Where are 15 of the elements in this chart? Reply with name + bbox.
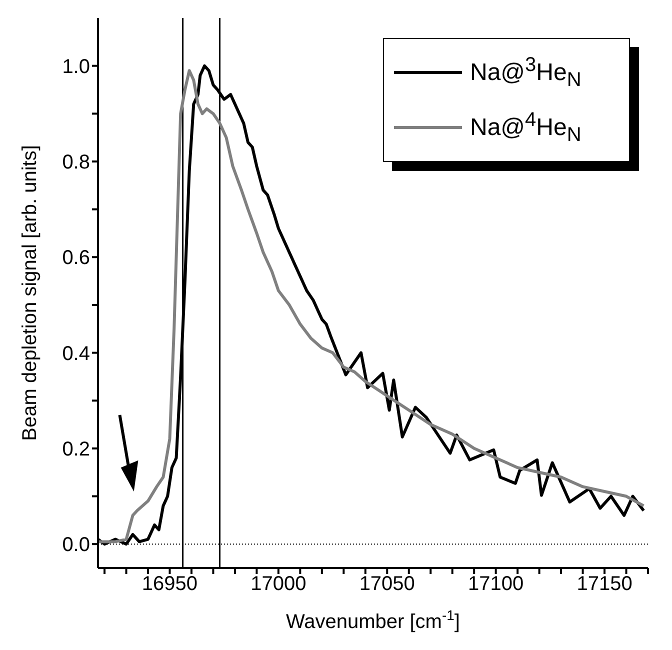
x-tick-label: 17100 — [468, 573, 524, 596]
legend-label: Na@$^{4}$He$_{N}$ — [470, 108, 582, 148]
y-tick-label: 0.2 — [62, 438, 90, 461]
y-tick-label: 0.0 — [62, 534, 90, 556]
y-tick-label: 0.8 — [62, 152, 90, 174]
y-tick-label: 0.4 — [62, 342, 90, 365]
y-tick-label: 0.6 — [62, 247, 90, 270]
x-tick-label: 17050 — [359, 573, 415, 596]
x-tick-label: 17150 — [576, 573, 632, 596]
x-tick-label: 17000 — [250, 573, 306, 596]
legend-label: Na@$^{3}$He$_{N}$ — [470, 53, 582, 93]
y-tick-label: 1.0 — [62, 56, 90, 78]
x-axis-title: Wavenumber [cm$^{-1}$] — [286, 607, 460, 633]
y-axis-title: Beam depletion signal [arb. units] — [19, 145, 41, 441]
x-tick-label: 16950 — [142, 573, 198, 596]
